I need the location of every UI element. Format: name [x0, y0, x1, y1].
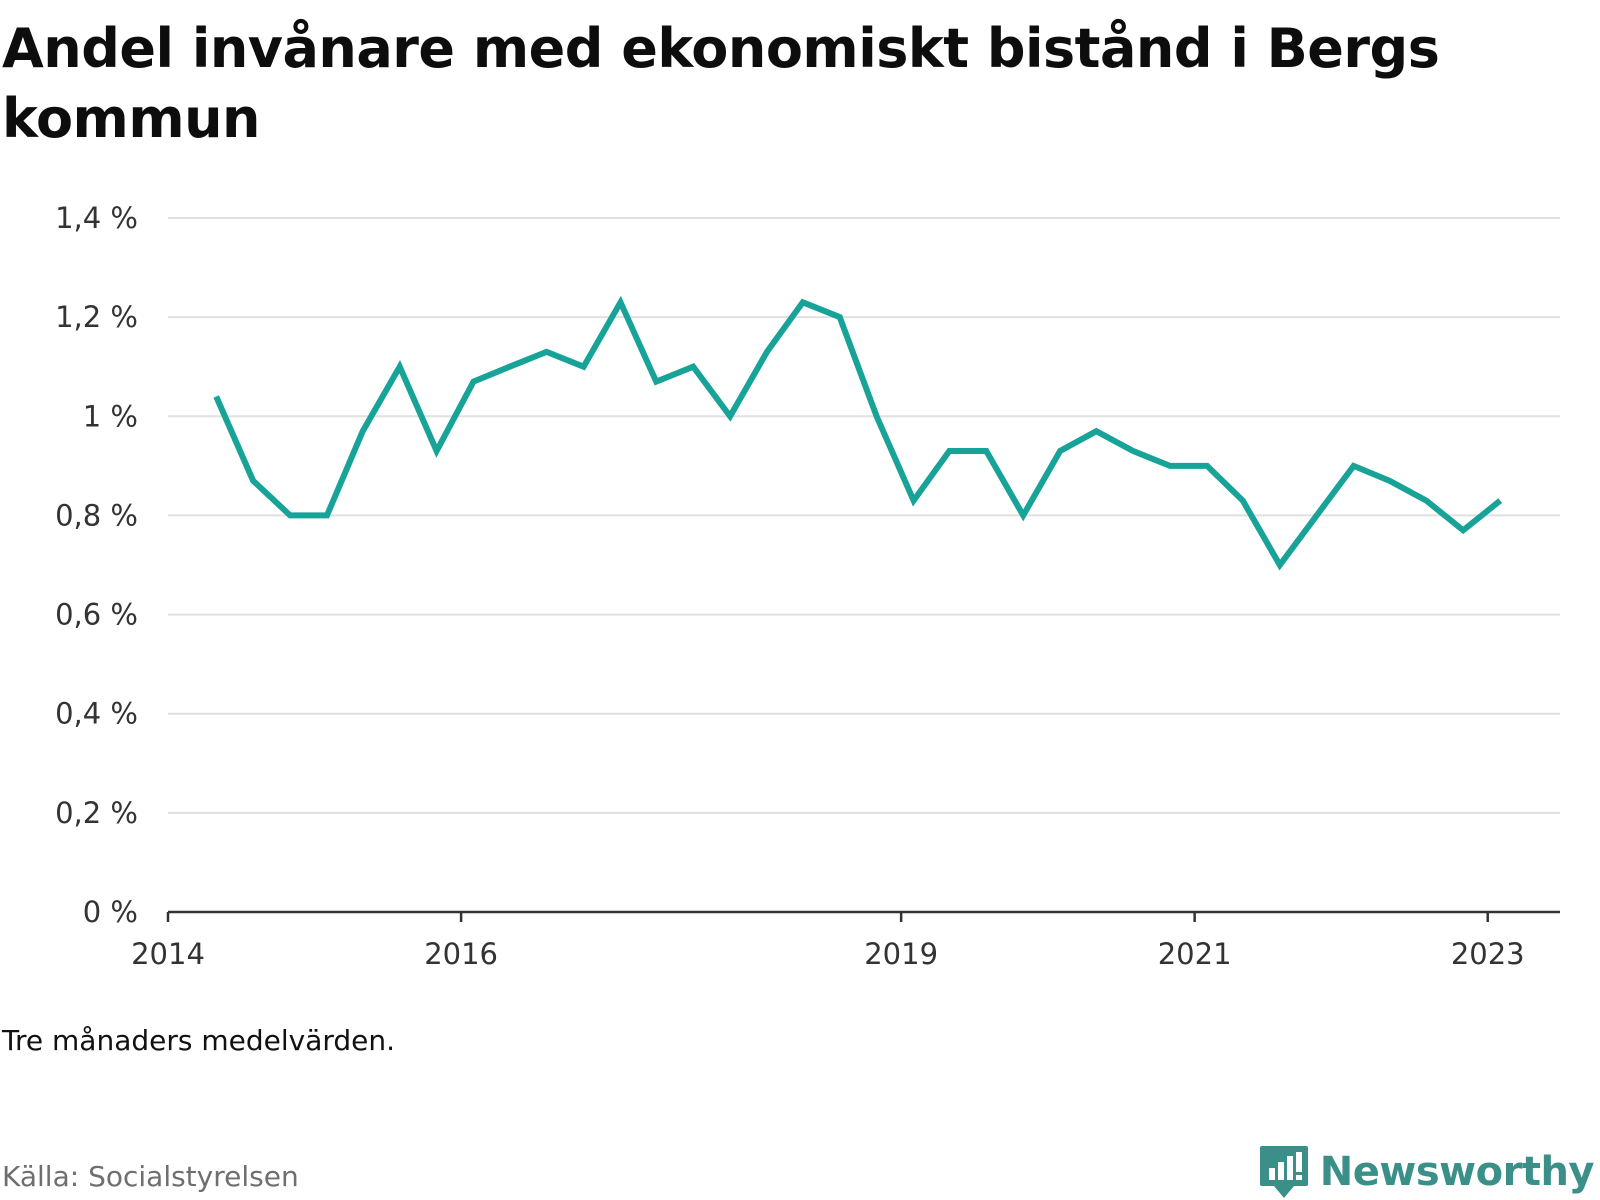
x-tick-labels: 2014 2016 2019 2021 2023 — [131, 937, 1525, 971]
chart-note: Tre månaders medelvärden. — [2, 1024, 396, 1057]
y-tick-label: 0,8 % — [55, 498, 138, 532]
y-tick-label: 0,2 % — [55, 796, 138, 830]
x-tick-label: 2019 — [864, 937, 938, 971]
x-tick-label: 2016 — [424, 937, 498, 971]
brand-logo[interactable]: Newsworthy — [1258, 1144, 1595, 1200]
chart-title: Andel invånare med ekonomiskt bistånd i … — [2, 17, 1440, 150]
series-lines — [213, 295, 1503, 571]
series-line — [213, 295, 1503, 571]
x-axis — [166, 910, 1560, 922]
x-tick-label: 2021 — [1158, 937, 1232, 971]
brand-name: Newsworthy — [1319, 1149, 1595, 1195]
source-text: Källa: Socialstyrelsen — [2, 1160, 299, 1193]
y-tick-label: 1 % — [83, 399, 138, 433]
y-tick-label: 1,2 % — [55, 300, 138, 334]
y-tick-labels: 0 % 0,2 % 0,4 % 0,6 % 0,8 % 1 % 1,2 % 1,4 % — [55, 201, 138, 929]
x-tick-label: 2014 — [131, 937, 205, 971]
y-tick-label: 1,4 % — [55, 201, 138, 235]
newsworthy-logo-icon — [1259, 1146, 1308, 1198]
x-tick-label: 2023 — [1451, 937, 1525, 971]
y-tick-label: 0 % — [83, 895, 138, 929]
y-tick-label: 0,4 % — [55, 697, 138, 731]
y-gridlines — [168, 217, 1560, 814]
y-tick-label: 0,6 % — [55, 598, 138, 632]
line-chart: 0 % 0,2 % 0,4 % 0,6 % 0,8 % 1 % 1,2 % 1,4 % 201… — [55, 201, 1560, 971]
